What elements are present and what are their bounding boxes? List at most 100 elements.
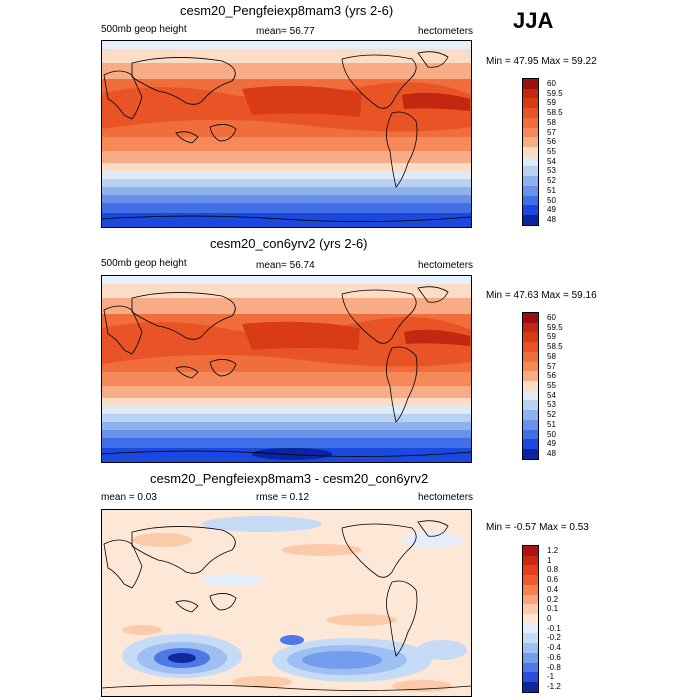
panel3-mean-label: mean = 0.03 xyxy=(101,492,157,503)
colorbar-tick-label: 0.1 xyxy=(547,604,559,614)
colorbar-swatch xyxy=(523,332,538,343)
colorbar-swatch xyxy=(523,361,538,372)
colorbar-tick-label: 58.5 xyxy=(547,108,563,118)
colorbar-tick-label: 51 xyxy=(547,185,556,195)
panel1-units-label: hectometers xyxy=(418,26,474,37)
colorbar-swatch xyxy=(523,555,538,566)
panel3-map-field xyxy=(102,510,471,696)
colorbar-swatch xyxy=(523,137,538,148)
colorbar-tick-label: -0.2 xyxy=(547,633,561,643)
colorbar-swatch xyxy=(523,575,538,585)
colorbar-tick-label: 60 xyxy=(547,78,556,88)
colorbar-tick-label: 57 xyxy=(547,127,556,137)
colorbar-tick-label: 55 xyxy=(547,147,556,156)
panel2-title: cesm20_con6yrv2 (yrs 2-6) xyxy=(210,236,368,251)
panel1-map xyxy=(101,40,472,228)
colorbar-swatch xyxy=(523,98,538,109)
colorbar-swatch xyxy=(523,108,538,118)
colorbar-tick-label: 50 xyxy=(547,195,556,205)
colorbar-swatch xyxy=(523,342,538,352)
colorbar-tick-label: -1 xyxy=(547,672,555,682)
colorbar-tick-label: 58.5 xyxy=(547,342,563,352)
panel1-map-field xyxy=(102,41,471,227)
colorbar-swatch xyxy=(523,594,538,605)
panel2-colorbar xyxy=(522,312,539,460)
panel3-title: cesm20_Pengfeiexp8mam3 - cesm20_con6yrv2 xyxy=(150,471,429,486)
colorbar-tick-label: 58 xyxy=(547,351,556,361)
panel3-colorbar xyxy=(522,545,539,693)
colorbar-swatch xyxy=(523,205,538,216)
colorbar-tick-label: -0.8 xyxy=(547,662,561,672)
colorbar-tick-label: 59 xyxy=(547,98,556,108)
colorbar-swatch xyxy=(523,371,538,382)
colorbar-tick-label: 53 xyxy=(547,166,556,176)
colorbar-swatch xyxy=(523,185,538,196)
panel2-variable-label: 500mb geop height xyxy=(101,258,187,269)
colorbar-swatch xyxy=(523,604,538,615)
panel2-units-label: hectometers xyxy=(418,260,474,271)
colorbar-swatch xyxy=(523,565,538,576)
panel2-map-field xyxy=(102,276,471,462)
colorbar-tick-label: 0.8 xyxy=(547,565,559,575)
colorbar-swatch xyxy=(523,117,538,128)
colorbar-tick-label: 56 xyxy=(547,137,556,147)
colorbar-swatch xyxy=(523,682,538,692)
colorbar-swatch xyxy=(523,410,538,420)
colorbar-swatch xyxy=(523,400,538,411)
colorbar-tick-label: 1.2 xyxy=(547,545,559,555)
colorbar-swatch xyxy=(523,313,538,323)
colorbar-swatch xyxy=(523,672,538,683)
panel1-variable-label: 500mb geop height xyxy=(101,24,187,35)
colorbar-swatch xyxy=(523,322,538,333)
colorbar-swatch xyxy=(523,79,538,89)
colorbar-swatch xyxy=(523,584,538,595)
colorbar-swatch xyxy=(523,147,538,157)
colorbar-swatch xyxy=(523,429,538,440)
colorbar-tick-label: 49 xyxy=(547,439,556,449)
colorbar-tick-label: -0.1 xyxy=(547,623,561,633)
colorbar-tick-label: 52 xyxy=(547,410,556,420)
colorbar-tick-label: 50 xyxy=(547,429,556,439)
colorbar-tick-label: 48 xyxy=(547,449,556,459)
colorbar-swatch xyxy=(523,156,538,167)
colorbar-swatch xyxy=(523,623,538,634)
colorbar-swatch xyxy=(523,614,538,624)
panel2-mean-label: mean= 56.74 xyxy=(256,260,315,271)
colorbar-swatch xyxy=(523,419,538,430)
colorbar-tick-label: 60 xyxy=(547,312,556,322)
colorbar-swatch xyxy=(523,643,538,653)
colorbar-swatch xyxy=(523,449,538,459)
colorbar-tick-label: 53 xyxy=(547,400,556,410)
colorbar-tick-label: 48 xyxy=(547,215,556,225)
colorbar-swatch xyxy=(523,633,538,644)
colorbar-tick-label: 59.5 xyxy=(547,322,563,332)
colorbar-tick-label: -0.6 xyxy=(547,652,561,662)
colorbar-tick-label: 54 xyxy=(547,156,556,166)
colorbar-tick-label: 59 xyxy=(547,332,556,342)
panel3-units-label: hectometers xyxy=(418,492,474,503)
panel3-map xyxy=(101,509,472,697)
colorbar-tick-label: 54 xyxy=(547,390,556,400)
colorbar-swatch xyxy=(523,215,538,225)
colorbar-tick-label: 0.4 xyxy=(547,584,559,594)
colorbar-tick-label: 56 xyxy=(547,371,556,381)
colorbar-tick-label: 52 xyxy=(547,176,556,186)
colorbar-tick-label: -1.2 xyxy=(547,682,561,692)
colorbar-swatch xyxy=(523,127,538,138)
colorbar-tick-label: 59.5 xyxy=(547,88,563,98)
colorbar-swatch xyxy=(523,381,538,391)
panel1-title: cesm20_Pengfeiexp8mam3 (yrs 2-6) xyxy=(180,3,394,18)
colorbar-tick-label: 0.2 xyxy=(547,594,559,604)
colorbar-swatch xyxy=(523,662,538,673)
colorbar-tick-label: 55 xyxy=(547,381,556,390)
colorbar-tick-label: 58 xyxy=(547,117,556,127)
colorbar-tick-label: 0.6 xyxy=(547,575,559,585)
colorbar-swatch xyxy=(523,439,538,450)
colorbar-tick-label: 57 xyxy=(547,361,556,371)
colorbar-tick-label: 1 xyxy=(547,555,552,565)
panel2-map xyxy=(101,275,472,463)
colorbar-swatch xyxy=(523,351,538,362)
colorbar-tick-label: 49 xyxy=(547,205,556,215)
colorbar-tick-label: 51 xyxy=(547,419,556,429)
panel3-minmax-label: Min = -0.57 Max = 0.53 xyxy=(486,522,589,533)
